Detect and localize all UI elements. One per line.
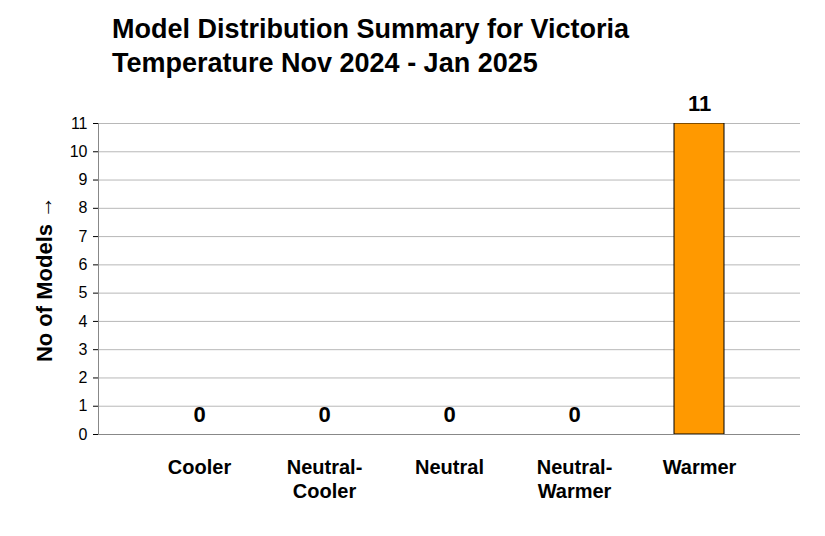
svg-text:5: 5 xyxy=(79,284,88,301)
html-text:Model Distribution Summary for: Model Distribution Summary for Victoria … xyxy=(112,14,630,78)
svg-text:No of Models →: No of Models → xyxy=(32,196,57,362)
svg-text:4: 4 xyxy=(79,313,88,330)
svg-text:0: 0 xyxy=(568,402,580,427)
svg-text:10: 10 xyxy=(70,143,88,160)
svg-text:Neutral: Neutral xyxy=(415,456,484,478)
svg-text:11: 11 xyxy=(688,91,711,116)
svg-text:7: 7 xyxy=(79,228,88,245)
svg-text:Cooler: Cooler xyxy=(168,456,232,478)
svg-text:Neutral-Warmer: Neutral-Warmer xyxy=(537,456,613,502)
svg-text:3: 3 xyxy=(79,341,88,358)
svg-text:8: 8 xyxy=(79,199,88,216)
svg-text:0: 0 xyxy=(443,402,455,427)
svg-text:6: 6 xyxy=(79,256,88,273)
svg-text:0: 0 xyxy=(193,402,205,427)
svg-text:2: 2 xyxy=(79,369,88,386)
svg-text:Warmer: Warmer xyxy=(663,456,737,478)
svg-text:1: 1 xyxy=(79,397,88,414)
svg-text:0: 0 xyxy=(79,426,88,443)
svg-text:Neutral-Cooler: Neutral-Cooler xyxy=(287,456,363,502)
svg-text:11: 11 xyxy=(71,115,88,132)
svg-text:9: 9 xyxy=(79,171,88,188)
svg-text:0: 0 xyxy=(318,402,330,427)
